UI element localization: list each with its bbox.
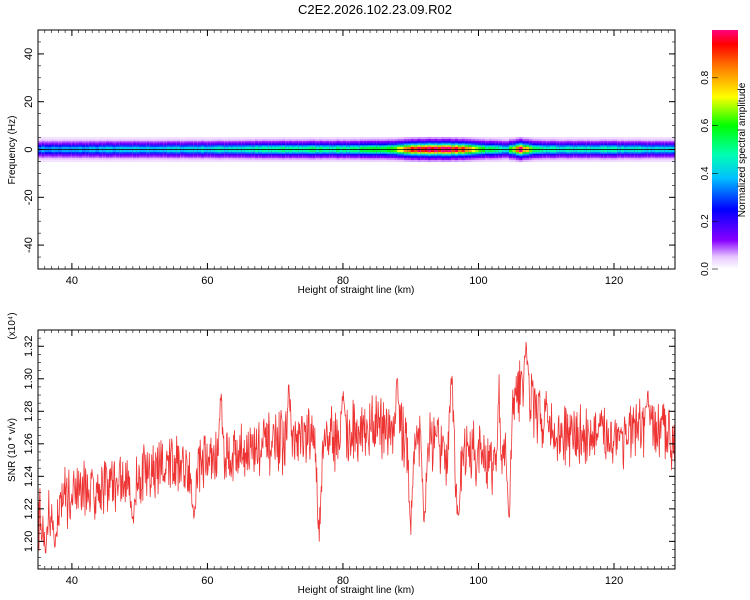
snr-panel: 40 60 80 100 120 1.20 1.22 1.24 1.26 1.28 1.30 1.3…: [7, 312, 676, 596]
x-tick-label: 80: [337, 575, 349, 587]
snr-y-multiplier: (x10⁴): [7, 312, 18, 339]
x-tick-label: 80: [337, 275, 349, 287]
snr-x-axis-label: Height of straight line (km): [298, 585, 415, 596]
snr-x-ticks: 40 60 80 100 120: [37, 330, 676, 587]
x-tick-label: 120: [605, 575, 623, 587]
spectrogram-y-ticks: -40 -20 0 20 40: [23, 29, 675, 270]
x-tick-label: 100: [469, 275, 487, 287]
colorbar-tick-label: 0.8: [700, 70, 711, 84]
y-tick-label: 1.26: [23, 433, 35, 454]
snr-y-ticks: 1.20 1.22 1.24 1.26 1.28 1.30 1.32: [23, 329, 675, 567]
y-tick-label: 1.28: [23, 401, 35, 422]
snr-y-axis-label: SNR (10 * v/v): [7, 418, 18, 482]
y-tick-label: 40: [23, 48, 35, 60]
colorbar-tick-label: 0.4: [700, 166, 711, 180]
spectrogram-x-axis-label: Height of straight line (km): [298, 285, 415, 296]
colorbar-tick-label: 0.6: [700, 118, 711, 132]
x-tick-label: 40: [66, 275, 78, 287]
x-tick-label: 60: [201, 275, 213, 287]
y-tick-label: 0: [23, 146, 35, 152]
colorbar-label: Normalized spectral amplitude: [737, 82, 748, 217]
spectrogram-x-ticks: 40 60 80 100 120: [37, 30, 676, 287]
colorbar-ticks: 0.0 0.2 0.4 0.6 0.8: [700, 70, 718, 276]
x-tick-label: 60: [201, 575, 213, 587]
x-tick-label: 40: [66, 575, 78, 587]
y-tick-label: -20: [23, 189, 35, 205]
colorbar-tick-label: 0.2: [700, 214, 711, 228]
y-tick-label: 20: [23, 96, 35, 108]
x-tick-label: 100: [469, 575, 487, 587]
spectrogram-y-axis-label: Frequency (Hz): [7, 116, 18, 185]
snr-series-line: [38, 341, 675, 554]
y-tick-label: 1.20: [23, 531, 35, 552]
y-tick-label: -40: [23, 237, 35, 253]
y-tick-label: 1.22: [23, 498, 35, 519]
y-tick-label: 1.24: [23, 466, 35, 487]
colorbar-tick-label: 0.0: [700, 262, 711, 276]
colorbar: 0.0 0.2 0.4 0.6 0.8 Normalized spectral ampl…: [700, 30, 748, 276]
y-tick-label: 1.30: [23, 368, 35, 389]
chart-title: C2E2.2026.102.23.09.R02: [298, 2, 452, 17]
spectrogram-panel: 40 60 80 100 120 -40 -20 0 20 40 Height of strai…: [7, 29, 676, 296]
y-tick-label: 1.32: [23, 336, 35, 357]
x-tick-label: 120: [605, 275, 623, 287]
colorbar-gradient: [712, 30, 738, 269]
